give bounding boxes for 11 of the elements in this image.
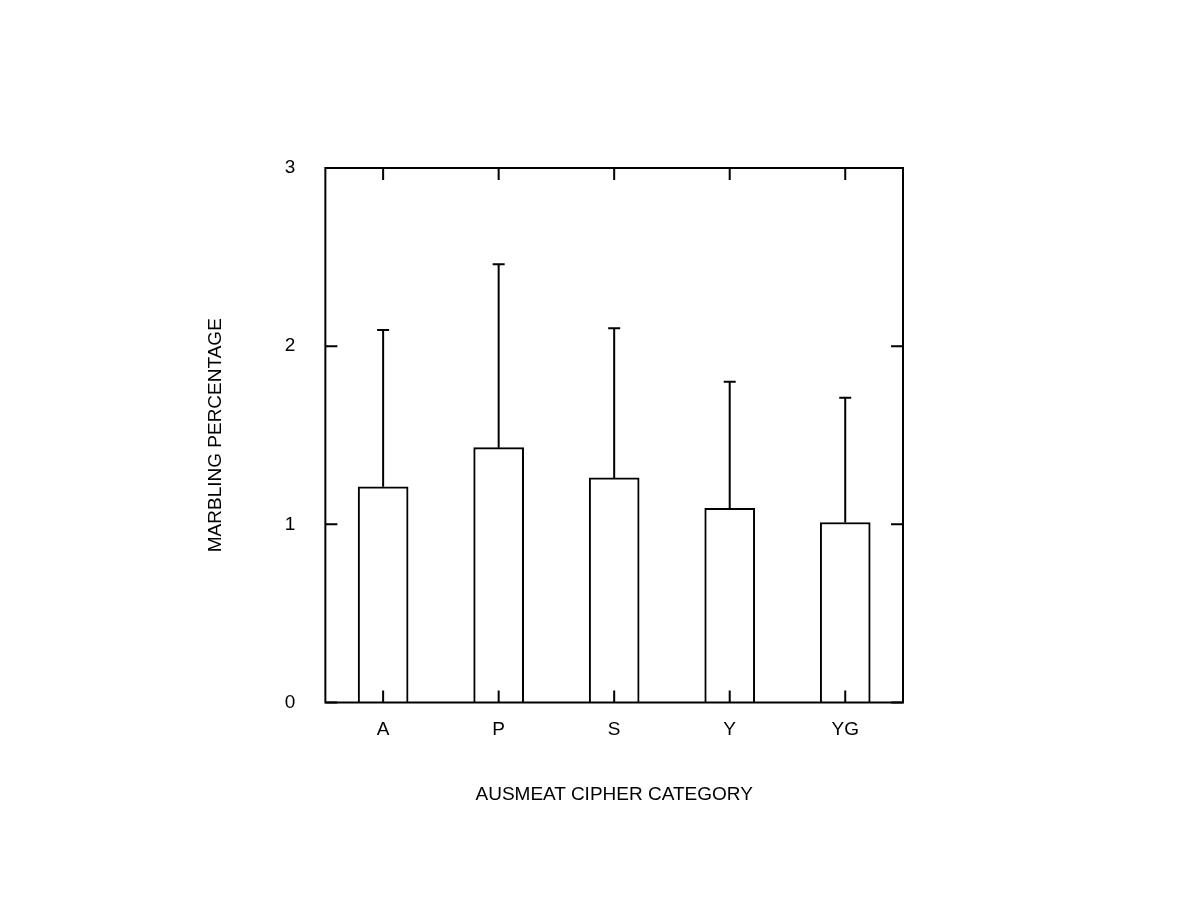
x-tick-label: A: [376, 718, 390, 740]
y-tick-label: 1: [284, 512, 296, 534]
x-tick-label: YG: [831, 718, 859, 740]
y-axis-title: MARBLING PERCENTAGE: [203, 318, 225, 553]
y-tick-label: 3: [284, 156, 296, 178]
y-tick-label: 2: [284, 334, 296, 356]
x-tick-label: Y: [723, 718, 737, 740]
x-tick-label: P: [492, 718, 505, 740]
x-tick-label: S: [607, 718, 621, 740]
y-tick-label: 0: [284, 690, 296, 712]
x-axis-title: AUSMEAT CIPHER CATEGORY: [475, 782, 754, 804]
